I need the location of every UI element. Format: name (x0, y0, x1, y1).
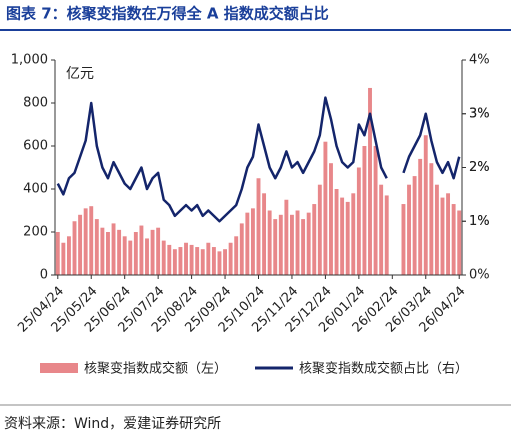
y2-tick-label: 2% (469, 160, 490, 175)
bar (245, 212, 250, 275)
bar (256, 178, 261, 275)
bar (267, 210, 272, 275)
bar (133, 232, 138, 275)
bar (61, 242, 66, 275)
bar (145, 238, 149, 275)
legend-label: 核聚变指数成交额（左） (84, 361, 227, 377)
y2-tick-label: 2% (469, 160, 490, 175)
bar (128, 240, 133, 275)
bar (368, 87, 372, 275)
bar (446, 193, 451, 275)
bar (351, 193, 356, 275)
bar (434, 184, 439, 275)
y-tick-label: 1,000 (11, 53, 48, 68)
bar (211, 247, 216, 275)
bar (273, 219, 278, 275)
bar (384, 195, 389, 275)
bar (340, 197, 345, 275)
line (56, 96, 461, 223)
bar (290, 214, 294, 275)
bar (323, 141, 328, 275)
bar (167, 244, 172, 275)
bar (429, 163, 434, 275)
source: 资料来源：Wind，爱建证券研究所 (4, 416, 221, 432)
bar (356, 167, 361, 275)
bar (100, 227, 105, 275)
bar (312, 204, 317, 275)
y-tick-label: 200 (23, 225, 48, 240)
bar (295, 210, 300, 275)
bar (106, 232, 110, 275)
bar (423, 135, 428, 275)
legend-swatch (40, 363, 78, 373)
bar (418, 158, 423, 275)
y2-tick-label: 1% (469, 214, 490, 229)
bar (262, 193, 267, 275)
bar (379, 184, 384, 275)
bar (66, 236, 71, 275)
bar (200, 249, 205, 275)
bar (117, 229, 122, 275)
y2-tick-label: 3% (469, 106, 490, 121)
bar (78, 214, 83, 275)
bar (94, 219, 99, 275)
y2-tick-label: 1% (469, 214, 490, 229)
bar (206, 242, 211, 275)
y-unit: 亿元 (66, 66, 94, 82)
bar (412, 176, 417, 275)
bar (278, 214, 283, 275)
bar (345, 201, 350, 275)
y-tick-label: 800 (23, 96, 48, 111)
legend-label: 核聚变指数成交额占比（右） (299, 361, 468, 377)
bar (306, 212, 311, 275)
bar (83, 208, 88, 275)
bar (178, 247, 183, 275)
bar (139, 225, 144, 275)
y-tick-label: 0 (40, 268, 48, 283)
bar (451, 204, 456, 275)
bar (250, 208, 255, 275)
bar (189, 244, 194, 275)
bar (228, 242, 233, 275)
bar (234, 236, 239, 275)
y2-tick-label: 0% (469, 268, 490, 283)
title-rule (0, 29, 511, 31)
y2-tick-label: 3% (469, 106, 490, 121)
bar (334, 189, 339, 275)
bar (284, 199, 289, 275)
bar (317, 184, 322, 275)
bar (373, 146, 378, 275)
bar (156, 227, 161, 275)
bar (239, 223, 244, 275)
bar (440, 197, 445, 275)
bar (184, 242, 188, 275)
bar (89, 206, 94, 275)
bar (72, 221, 77, 275)
bar (150, 229, 155, 275)
bar (329, 163, 333, 275)
bar (407, 184, 411, 275)
bar (161, 240, 166, 275)
y-tick-label: 400 (23, 182, 48, 197)
bar (195, 247, 200, 275)
y2-tick-label: 4% (469, 53, 490, 68)
y-tick-label: 600 (23, 139, 48, 154)
bar (122, 236, 127, 275)
bar (217, 251, 222, 275)
bar (301, 219, 306, 275)
bar (223, 249, 227, 275)
chart-title: 图表 7：核聚变指数在万得全 A 指数成交额占比 (6, 5, 329, 23)
bar (172, 249, 177, 275)
bar (401, 204, 406, 275)
bar (55, 232, 60, 275)
bar (457, 210, 462, 275)
bar (111, 223, 116, 275)
bar (362, 146, 367, 275)
